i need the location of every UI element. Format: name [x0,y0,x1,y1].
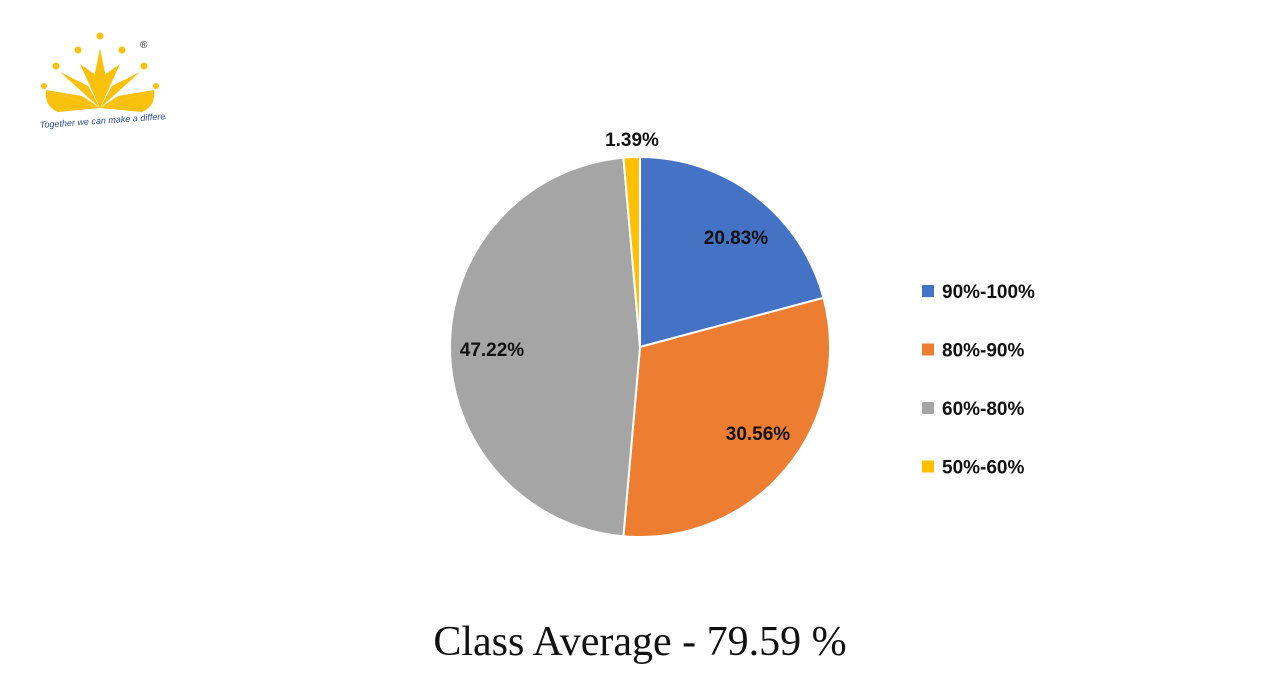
registered-mark: ® [140,40,148,51]
pie-slice-80-90 [622,296,831,538]
data-label: 20.83% [704,228,769,249]
pie-slice-90-100 [639,155,825,349]
legend-swatch [922,460,934,473]
data-label: 47.22% [460,340,525,361]
legend-entry: 50%-60% [942,458,1024,479]
sunburst-dots [41,32,159,89]
legend-entry: 90%-100% [942,282,1035,303]
data-label: 30.56% [726,424,791,445]
legend-swatch [922,402,934,414]
pie-data-labels: 20.83% 30.56% 47.22% 1.39% [460,130,791,445]
legend-entry: 60%-80% [942,399,1024,420]
legend-entry: 80%-90% [942,341,1024,362]
data-label: 1.39% [605,130,659,151]
pie-slice-50-60 [622,155,641,348]
pie-slice-60-80 [448,156,642,538]
class-average-caption: Class Average - 79.59 % [433,619,847,665]
pie-slices [448,155,831,538]
sunburst-rays [45,48,155,112]
chart-legend: 90%-100% 80%-90% 60%-80% 50%-60% [922,282,1035,479]
sunburst-logo-icon: ® Together we can make a difference [39,32,166,130]
legend-swatch [922,285,934,297]
legend-swatch [922,343,934,356]
